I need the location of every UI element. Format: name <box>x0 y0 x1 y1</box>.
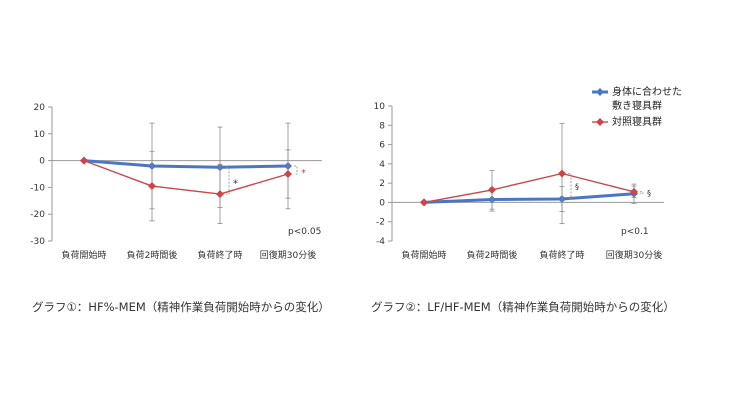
data-point <box>80 156 88 165</box>
x-tick-label: 負荷2時間後 <box>127 249 178 261</box>
significance-marker: § <box>575 182 579 191</box>
y-tick-label: -4 <box>376 237 385 247</box>
significance-marker: § <box>647 189 651 198</box>
significance-bracket <box>294 165 298 175</box>
y-tick-label: 10 <box>34 130 46 140</box>
p-value-note: p<0.05 <box>288 227 321 237</box>
y-tick-label: 6 <box>379 141 385 151</box>
y-tick-label: -20 <box>30 210 45 220</box>
data-point <box>488 185 496 194</box>
x-tick-label: 回復期30分後 <box>260 249 316 261</box>
series-fitted <box>80 122 292 210</box>
x-tick-label: 負荷終了時 <box>197 249 242 261</box>
data-point <box>630 187 638 196</box>
legend-label: 敷き寝具群 <box>612 99 662 112</box>
series-line <box>83 159 289 195</box>
data-point <box>148 182 156 191</box>
legend-label: 対照寝具群 <box>612 115 662 128</box>
y-tick-label: 0 <box>39 157 45 167</box>
y-tick-label: -10 <box>30 183 45 193</box>
x-tick-label: 負荷2時間後 <box>467 249 518 261</box>
x-tick-label: 回復期30分後 <box>606 249 662 261</box>
data-point <box>420 198 428 207</box>
y-tick-label: 20 <box>34 103 46 113</box>
y-tick-label: -30 <box>30 237 45 247</box>
chart-1: 20 10 0 -10 -20 -30 負荷開始時 負荷2時間後 負荷終了時 回復期30分後 * * p… <box>30 103 329 314</box>
x-tick-label: 負荷終了時 <box>539 249 584 261</box>
data-point <box>216 190 224 199</box>
series-control <box>420 122 638 225</box>
significance-bracket <box>226 166 230 195</box>
y-tick-label: -2 <box>376 218 385 228</box>
legend-swatch-marker <box>596 118 604 126</box>
series-line <box>423 192 635 204</box>
chart-caption: グラフ①：HF%-MEM（精神作業負荷開始時からの変化） <box>32 300 330 314</box>
series-line <box>423 172 635 204</box>
y-tick-label: 4 <box>379 160 385 170</box>
data-point <box>284 170 292 178</box>
significance-bracket <box>568 173 572 200</box>
significance-marker: * <box>233 179 238 190</box>
y-tick-label: 2 <box>379 179 385 189</box>
chart-2: 10 8 6 4 2 0 -2 -4 負荷開始時 負荷2時間後 負荷終了時 回復期30分後 § § p<0.… <box>371 85 682 314</box>
legend-swatch-marker <box>596 88 604 96</box>
x-tick-label: 負荷開始時 <box>61 249 106 261</box>
y-tick-label: 0 <box>379 198 385 208</box>
chart-caption: グラフ②：LF/HF-MEM（精神作業負荷開始時からの変化） <box>371 300 675 314</box>
x-tick-label: 負荷開始時 <box>401 249 446 261</box>
series-line <box>83 159 289 169</box>
y-tick-label: 10 <box>374 102 386 112</box>
data-point <box>558 169 566 178</box>
legend-label: 身体に合わせた <box>612 85 682 98</box>
p-value-note: p<0.1 <box>621 227 649 237</box>
significance-bracket <box>640 191 644 195</box>
y-tick-label: 8 <box>379 121 385 131</box>
significance-marker: * <box>301 168 306 179</box>
series-control <box>80 149 292 224</box>
